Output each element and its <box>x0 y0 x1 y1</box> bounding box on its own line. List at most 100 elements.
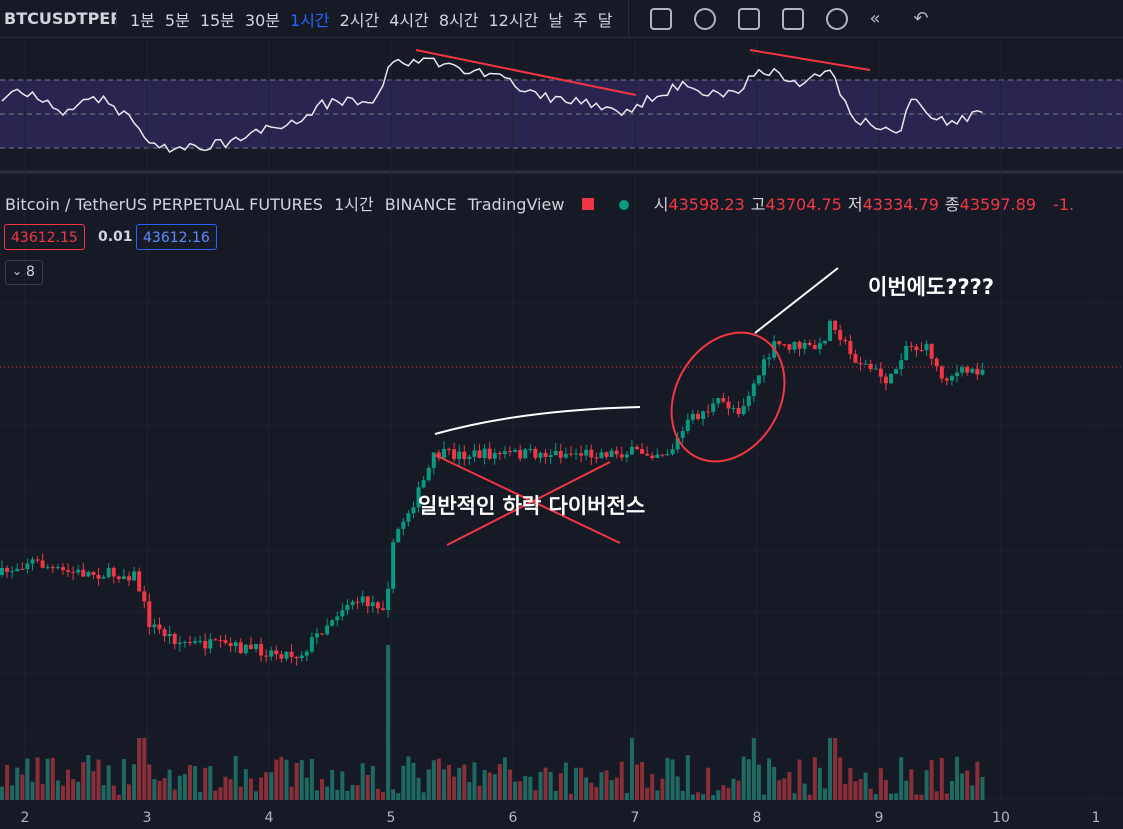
volume-bar <box>756 764 761 800</box>
volume-bar <box>243 769 248 800</box>
flag <box>581 198 594 210</box>
volume-bar <box>782 778 787 800</box>
drawing <box>434 454 621 544</box>
candle-body <box>193 641 198 644</box>
candle-body <box>980 369 985 375</box>
drawing <box>749 49 871 71</box>
volume-bar <box>162 778 167 800</box>
volume-bar <box>157 780 162 800</box>
replay-icon[interactable]: « <box>869 7 881 29</box>
candle-body <box>462 451 467 460</box>
volume-bar <box>944 793 949 800</box>
volume-bar <box>421 792 426 800</box>
interval[interactable]: 12시간 <box>488 10 539 30</box>
candle-body <box>914 346 919 350</box>
candle-body <box>736 407 741 414</box>
interval[interactable]: 달 <box>597 10 613 30</box>
volume-bar <box>650 774 655 800</box>
candle-body <box>604 452 609 457</box>
candle-body <box>589 449 594 458</box>
volume-bar <box>635 764 639 800</box>
interval[interactable]: 4시간 <box>389 10 429 30</box>
volume-bar <box>365 774 370 800</box>
ohlc-value: 43597.89 <box>959 195 1036 214</box>
volume-bar <box>254 791 258 800</box>
x-axis-label: 7 <box>631 810 640 826</box>
candle-body <box>726 401 731 409</box>
candle-body <box>939 366 944 379</box>
candle-body <box>284 651 289 659</box>
interval[interactable]: 30분 <box>244 10 280 30</box>
candle-body <box>868 363 873 370</box>
volume-bar <box>330 769 335 800</box>
volume-bar <box>147 764 152 800</box>
candle-body <box>111 567 116 577</box>
legend-exchange: BINANCE <box>384 195 457 214</box>
volume-bar <box>111 785 116 800</box>
volume-bar <box>904 780 909 800</box>
layout-icon[interactable] <box>781 7 804 30</box>
candle-body <box>431 452 436 468</box>
volume-bar <box>71 779 76 800</box>
volume-bar <box>299 760 304 800</box>
candle-body <box>579 453 584 456</box>
x-axis-label: 2 <box>21 810 30 826</box>
candle-body <box>817 343 822 350</box>
volume-bar <box>767 758 772 800</box>
candle-body <box>101 576 106 579</box>
candle-body <box>370 602 375 607</box>
volume-bar <box>680 790 685 800</box>
candle-body <box>0 568 4 575</box>
alert-icon[interactable] <box>825 7 848 30</box>
volume-bar <box>873 794 878 800</box>
volume-bar <box>5 764 10 800</box>
candle-body <box>650 455 655 459</box>
candle-body <box>60 567 65 571</box>
candle-body <box>132 571 137 581</box>
indicator-count[interactable]: ⌄ 8 <box>5 260 43 285</box>
candle-body <box>401 521 406 529</box>
volume-bar <box>838 757 843 800</box>
candle-body <box>421 480 426 488</box>
volume-bar <box>208 766 213 800</box>
candle-icon[interactable] <box>649 7 672 30</box>
interval[interactable]: 날 <box>548 10 564 30</box>
symbol[interactable]: BTCUSDTPER <box>0 9 117 28</box>
indicator-icon[interactable] <box>737 7 760 30</box>
volume-bar <box>233 756 238 800</box>
interval[interactable]: 2시간 <box>339 10 380 30</box>
volume-bar <box>436 758 441 800</box>
candle-body <box>533 448 538 458</box>
candle-body <box>716 398 721 404</box>
volume-bar <box>670 759 675 800</box>
volume-bar <box>391 789 396 800</box>
candle-body <box>116 576 121 580</box>
interval[interactable]: 8시간 <box>438 10 479 30</box>
interval[interactable]: 1시간 <box>290 10 330 30</box>
candle-body <box>660 454 665 456</box>
candle-body <box>254 643 258 650</box>
volume-bar <box>259 777 264 800</box>
candle-body <box>645 453 650 456</box>
volume-bar <box>640 761 645 800</box>
candle-body <box>640 449 645 454</box>
candle-body <box>873 368 878 370</box>
candle-body <box>741 405 746 414</box>
interval[interactable]: 5분 <box>164 10 190 30</box>
volume-bar <box>482 769 487 800</box>
volume-bar <box>939 757 944 800</box>
add-icon[interactable] <box>693 7 716 30</box>
candle-body <box>695 413 700 420</box>
interval[interactable]: 1분 <box>130 10 155 30</box>
volume-bar <box>746 759 751 800</box>
candle-body <box>81 569 86 577</box>
volume-bar <box>497 764 502 800</box>
interval[interactable]: 15분 <box>199 10 235 30</box>
volume-bar <box>487 772 492 800</box>
candle-body <box>518 449 523 459</box>
candle-body <box>274 650 279 655</box>
interval[interactable]: 주 <box>573 10 588 30</box>
ohlc-label: 저 <box>847 195 863 214</box>
volume-bar <box>457 767 462 800</box>
undo-icon[interactable]: ↶ <box>913 7 929 29</box>
